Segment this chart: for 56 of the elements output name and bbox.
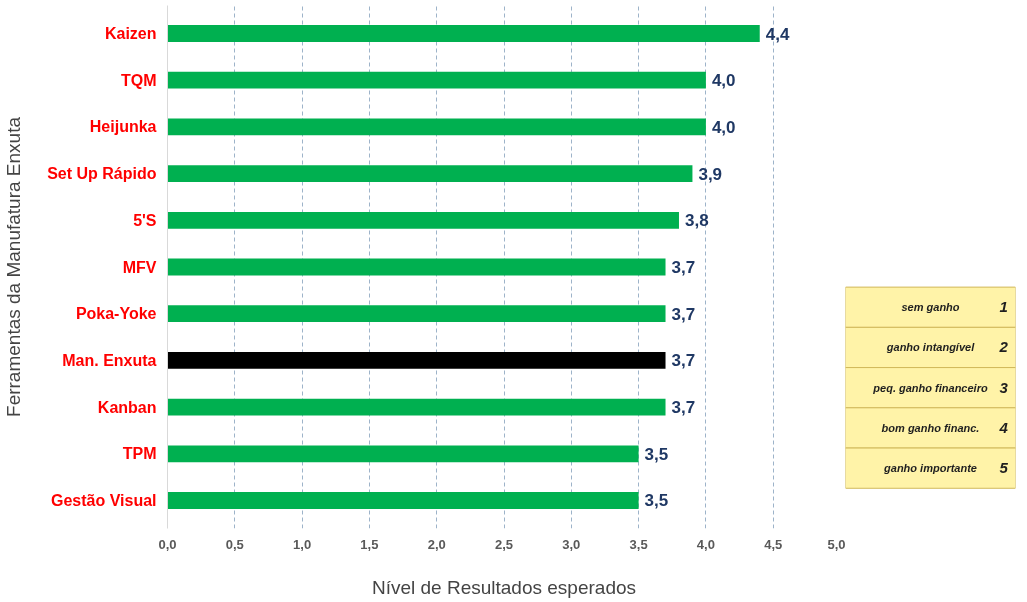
text: 3 — [999, 378, 1009, 396]
data-label: 3,7 — [671, 351, 696, 371]
x-tick-label: 0,5 — [225, 536, 244, 552]
data-label: 3,7 — [671, 304, 696, 324]
y-tick-label: Kanban — [97, 398, 157, 416]
bar — [167, 258, 666, 276]
y-tick-label: TPM — [122, 445, 157, 463]
data-label: 3,9 — [698, 164, 723, 184]
text: sem ganho — [901, 301, 960, 314]
y-tick-label: Poka-Yoke — [75, 305, 157, 323]
data-label: 4,0 — [711, 117, 736, 137]
y-tick-label: 5'S — [133, 211, 157, 229]
x-tick-label: 1,0 — [293, 536, 312, 552]
bar — [167, 25, 760, 42]
data-label: 4,0 — [711, 71, 736, 91]
x-tick-label: 2,0 — [427, 536, 446, 552]
x-tick-label: 2,5 — [494, 536, 514, 552]
bar — [167, 398, 666, 416]
text: ganho importante — [883, 462, 977, 475]
x-axis-title: Nível de Resultados esperados — [371, 576, 637, 598]
data-label: 3,7 — [671, 258, 696, 277]
y-tick-label: Heijunka — [89, 118, 157, 136]
y-axis-title: Ferramentas da Manufatura Enxuta — [3, 116, 25, 417]
y-tick-label: TQM — [120, 71, 157, 89]
y-tick-label: Gestão Visual — [50, 491, 157, 509]
data-label: 3,5 — [644, 444, 669, 464]
text: bom ganho financ. — [881, 421, 980, 434]
text: ganho intangível — [885, 341, 976, 354]
data-label: 4,4 — [765, 24, 790, 44]
y-tick-label: Man. Enxuta — [62, 351, 157, 369]
text: 5 — [999, 459, 1009, 477]
x-tick-label: 3,5 — [629, 536, 648, 552]
y-tick-label: Set Up Rápido — [47, 165, 157, 183]
text: 2 — [998, 338, 1009, 356]
bar — [167, 165, 693, 183]
bar — [167, 118, 706, 136]
text: 1 — [999, 298, 1008, 316]
bar — [167, 305, 666, 323]
x-tick-label: 4,5 — [764, 536, 783, 552]
bar — [167, 445, 639, 463]
y-tick-label: Kaizen — [104, 25, 157, 43]
bar — [167, 351, 666, 369]
x-tick-label: 0,0 — [158, 536, 177, 552]
x-tick-label: 5,0 — [827, 536, 846, 552]
data-label: 3,7 — [671, 398, 696, 418]
y-tick-label: MFV — [122, 258, 157, 276]
bar — [167, 71, 706, 89]
text: peq. ganho financeiro — [872, 381, 988, 394]
x-tick-label: 1,5 — [360, 536, 379, 552]
bar — [167, 492, 639, 509]
x-tick-label: 3,0 — [562, 536, 581, 552]
text: 4 — [998, 418, 1009, 436]
bar — [167, 211, 679, 229]
x-tick-label: 4,0 — [696, 536, 715, 552]
data-label: 3,5 — [644, 491, 669, 511]
data-label: 3,8 — [684, 211, 709, 231]
